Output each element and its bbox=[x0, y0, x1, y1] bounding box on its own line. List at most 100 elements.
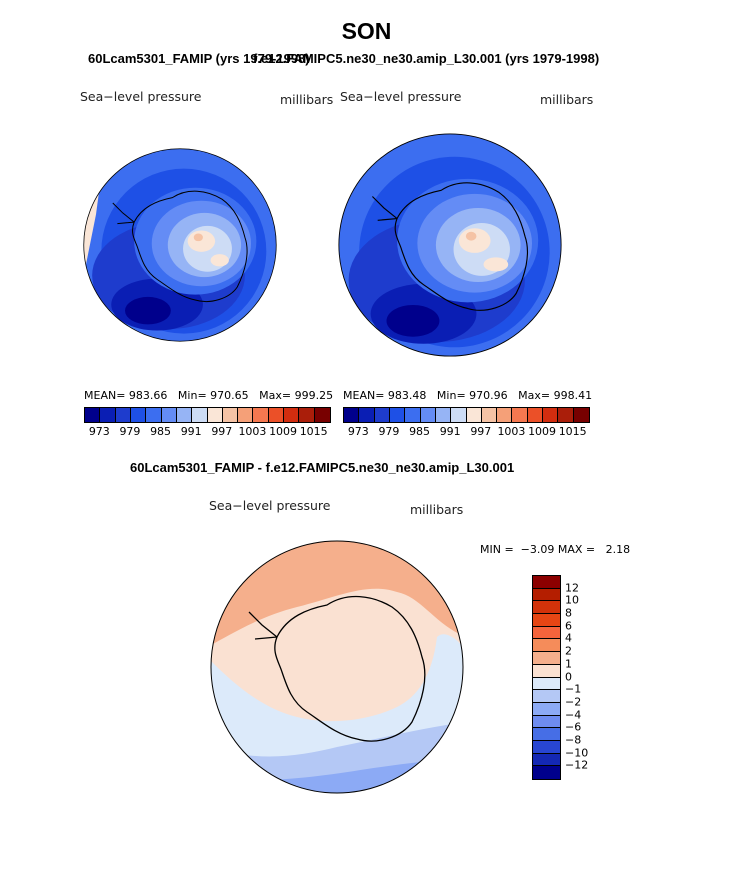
colorbar-tick-label: 991 bbox=[180, 425, 202, 438]
diff-panel-title: 60Lcam5301_FAMIP - f.e12.FAMIPC5.ne30_ne… bbox=[130, 460, 515, 475]
colorbar-swatch bbox=[374, 408, 390, 422]
mean-label: MEAN= bbox=[84, 389, 126, 402]
colorbar-tick-label: 973 bbox=[88, 425, 110, 438]
colorbar-swatch bbox=[192, 408, 208, 422]
colorbar-tick-label: −8 bbox=[565, 733, 582, 747]
panel-1-units-label: millibars bbox=[280, 92, 334, 107]
colorbar-tick-label: 979 bbox=[378, 425, 400, 438]
colorbar-swatch bbox=[512, 408, 528, 422]
colorbar-tick-label: 1 bbox=[565, 657, 572, 671]
min-label: Min= bbox=[177, 389, 207, 402]
colorbar-tick-label: 0 bbox=[565, 670, 572, 683]
max-value: 999.25 bbox=[294, 389, 334, 402]
colorbar-tick-label: −1 bbox=[565, 682, 582, 696]
colorbar-swatch bbox=[420, 408, 436, 422]
field-plateau-1 bbox=[187, 230, 216, 252]
panel-1-title: 60Lcam5301_FAMIP (yrs 1979-1998) bbox=[88, 51, 310, 66]
min-label: Min= bbox=[436, 389, 466, 402]
antarctica-coastline bbox=[112, 190, 248, 303]
colorbar-swatch bbox=[466, 408, 482, 422]
colorbar-swatch bbox=[527, 408, 544, 422]
colorbar-tick-label: 985 bbox=[409, 425, 431, 438]
colorbar-tick-label: 10 bbox=[565, 593, 579, 607]
map-panel-1 bbox=[83, 148, 277, 342]
diff-variable-label: Sea−level pressure bbox=[209, 498, 331, 513]
colorbar-swatch bbox=[268, 408, 285, 422]
colorbar-tick-label: −4 bbox=[565, 708, 582, 722]
colorbar-tick-label: 979 bbox=[119, 425, 141, 438]
colorbar-panel-1 bbox=[84, 407, 331, 423]
colorbar-swatch bbox=[533, 740, 560, 754]
diff-units-label: millibars bbox=[410, 502, 464, 517]
colorbar-swatch bbox=[451, 408, 467, 422]
map-border bbox=[83, 148, 277, 342]
colorbar-tick-label: 12 bbox=[565, 581, 579, 595]
colorbar-swatch bbox=[543, 408, 559, 422]
colorbar-swatch bbox=[533, 626, 560, 640]
colorbar-swatch bbox=[533, 639, 560, 653]
colorbar-swatch bbox=[176, 408, 193, 422]
colorbar-swatch bbox=[533, 652, 560, 665]
colorbar-swatch bbox=[238, 408, 254, 422]
colorbar-tick-label: −10 bbox=[565, 746, 589, 760]
colorbar-swatch bbox=[533, 728, 560, 741]
colorbar-swatch bbox=[299, 408, 315, 422]
colorbar-tick-label: 973 bbox=[347, 425, 369, 438]
panel-2-units-label: millibars bbox=[540, 92, 594, 107]
colorbar-swatch bbox=[389, 408, 406, 422]
field-plateau-2 bbox=[483, 257, 509, 272]
colorbar-tick-label: 4 bbox=[565, 631, 572, 645]
map-diff-panel bbox=[210, 540, 464, 794]
colorbar-tick-label: 6 bbox=[565, 619, 572, 633]
colorbar-swatch bbox=[100, 408, 116, 422]
colorbar-swatch bbox=[359, 408, 375, 422]
colorbar-swatch bbox=[533, 766, 560, 779]
mean-value: 983.66 bbox=[128, 389, 168, 402]
colorbar-swatch bbox=[573, 408, 589, 422]
colorbar-swatch bbox=[207, 408, 223, 422]
mean-value: 983.48 bbox=[387, 389, 427, 402]
colorbar-swatch bbox=[481, 408, 498, 422]
colorbar-swatch bbox=[533, 715, 560, 729]
mean-label: MEAN= bbox=[343, 389, 385, 402]
colorbar-swatch bbox=[284, 408, 300, 422]
antarctica-coastline bbox=[248, 595, 426, 742]
colorbar-tick-label: 2 bbox=[565, 644, 572, 658]
colorbar-swatch bbox=[533, 576, 560, 589]
panel-1-variable-label: Sea−level pressure bbox=[80, 89, 202, 104]
colorbar-swatch bbox=[435, 408, 452, 422]
colorbar-swatch bbox=[130, 408, 147, 422]
map-panel-2 bbox=[338, 133, 562, 357]
field-low-center bbox=[386, 304, 440, 337]
colorbar-tick-label: 8 bbox=[565, 606, 572, 620]
panel-2-variable-label: Sea−level pressure bbox=[340, 89, 462, 104]
colorbar-tick-label: 1009 bbox=[269, 425, 298, 438]
colorbar-diff-panel bbox=[532, 575, 561, 780]
colorbar-swatch bbox=[558, 408, 574, 422]
colorbar-swatch bbox=[533, 664, 560, 678]
antarctica-coastline bbox=[371, 182, 529, 311]
colorbar-tick-label: 1003 bbox=[238, 425, 267, 438]
panel-2-title: f.e12.FAMIPC5.ne30_ne30.amip_L30.001 (yr… bbox=[253, 51, 600, 66]
colorbar-swatch bbox=[344, 408, 360, 422]
field-plateau-peak bbox=[193, 233, 203, 242]
colorbar-swatch bbox=[161, 408, 177, 422]
colorbar-tick-label: 997 bbox=[470, 425, 492, 438]
colorbar-swatch bbox=[497, 408, 513, 422]
field-plateau-2 bbox=[210, 254, 229, 267]
min-value: 970.96 bbox=[469, 389, 508, 402]
colorbar-tick-label: 1009 bbox=[528, 425, 557, 438]
max-label: Max= bbox=[518, 389, 551, 402]
season-title: SON bbox=[341, 18, 392, 44]
diff-range-text: MIN = −3.09 MAX = 2.18 bbox=[480, 543, 631, 556]
colorbar-swatch bbox=[533, 753, 560, 767]
field-plateau-1 bbox=[458, 228, 491, 253]
colorbar-tick-label: −6 bbox=[565, 720, 582, 734]
colorbar-tick-label: 997 bbox=[211, 425, 233, 438]
colorbar-tick-label: −12 bbox=[565, 758, 589, 772]
panel-1-stats: MEAN= 983.66 Min= 970.65 Max= 999.25 bbox=[84, 389, 333, 402]
colorbar-swatch bbox=[533, 690, 560, 703]
colorbar-tick-label: 991 bbox=[439, 425, 461, 438]
colorbar-swatch bbox=[533, 588, 560, 602]
max-value: 998.41 bbox=[553, 389, 593, 402]
